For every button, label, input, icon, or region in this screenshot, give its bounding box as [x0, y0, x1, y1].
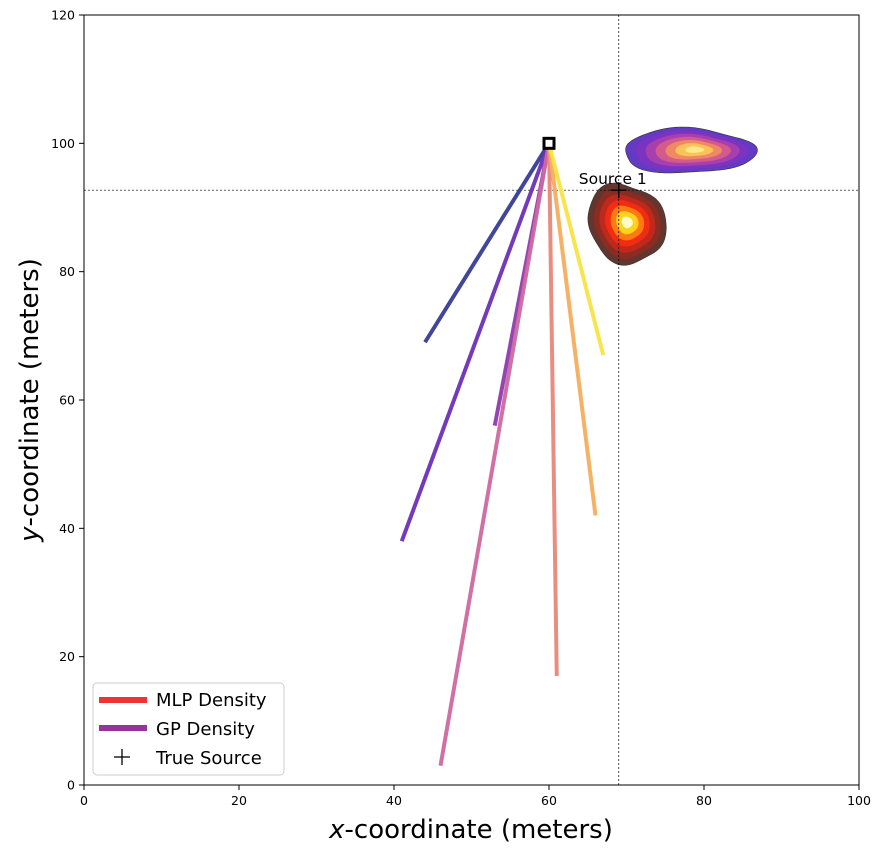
true-source-marker — [610, 182, 627, 199]
y-tick-label: 60 — [59, 393, 75, 408]
density-mlp-density — [587, 182, 667, 266]
x-tick-label: 60 — [541, 793, 557, 808]
x-tick-label: 100 — [847, 793, 871, 808]
density-level — [621, 216, 633, 229]
y-tick-label: 120 — [51, 8, 75, 23]
x-axis-title: x-coordinate (meters) — [328, 815, 613, 845]
y-tick-label: 20 — [59, 649, 75, 664]
crosshair-lines — [84, 15, 859, 785]
legend-box — [92, 682, 285, 776]
legend-label-gp: GP Density — [156, 719, 255, 740]
path-line — [547, 143, 559, 676]
path-lines — [399, 142, 606, 767]
path-line — [423, 142, 551, 344]
path-line — [399, 142, 551, 542]
path-line — [547, 143, 598, 516]
legend-label-mlp: MLP Density — [156, 690, 267, 711]
x-axis: 0 20 40 60 80 100 — [80, 785, 871, 808]
y-tick-label: 100 — [51, 136, 75, 151]
x-tick-label: 0 — [80, 793, 88, 808]
y-axis: 0 20 40 60 80 100 120 — [51, 8, 84, 793]
y-axis-title: y-coordinate (meters) — [15, 258, 45, 543]
y-tick-label: 80 — [59, 264, 75, 279]
source-annotation: Source 1 — [579, 170, 647, 188]
path-line — [547, 142, 606, 356]
y-tick-label: 40 — [59, 521, 75, 536]
legend-swatch-true-source — [114, 749, 130, 765]
density-gp-density — [625, 126, 758, 174]
path-line — [438, 142, 551, 767]
x-tick-label: 40 — [386, 793, 402, 808]
legend: MLP Density GP Density True Source — [92, 682, 285, 776]
density-layer — [587, 126, 758, 266]
y-tick-label: 0 — [67, 778, 75, 793]
markers: Source 1 — [542, 136, 647, 199]
density-level — [685, 146, 705, 153]
plot-frame — [83, 14, 860, 786]
x-tick-label: 20 — [231, 793, 247, 808]
x-tick-label: 80 — [696, 793, 712, 808]
origin-marker — [542, 136, 556, 150]
legend-label-true-source: True Source — [155, 748, 262, 769]
